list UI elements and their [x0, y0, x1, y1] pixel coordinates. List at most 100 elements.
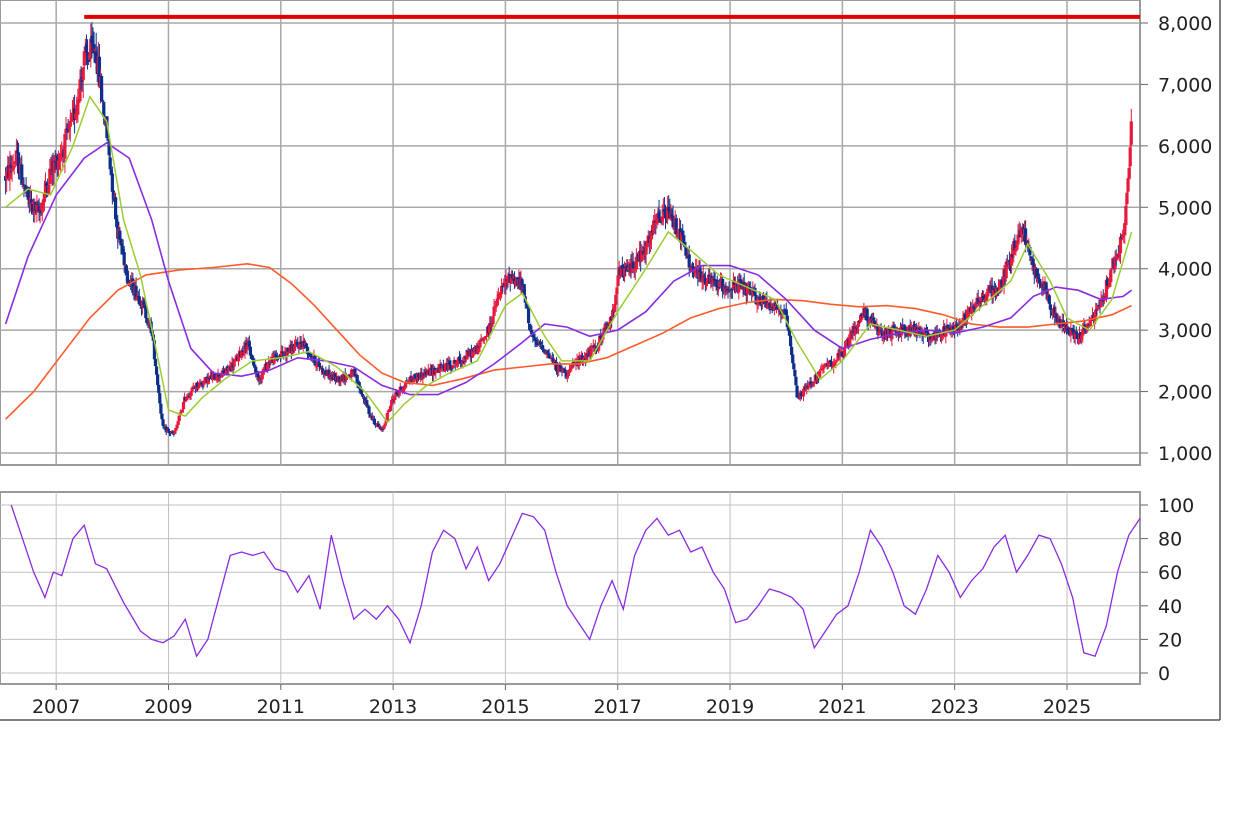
candle-down	[324, 370, 328, 375]
candle-down	[559, 365, 563, 368]
candle-up	[177, 415, 181, 421]
candle-up	[484, 335, 489, 337]
candle-up	[227, 367, 231, 372]
candle-down	[726, 288, 730, 291]
candle-down	[699, 271, 703, 282]
candle-down	[753, 290, 757, 296]
candle-down	[657, 211, 661, 219]
candle-down	[134, 285, 138, 299]
ma-mid-line	[4, 141, 1133, 396]
candle-up	[1129, 121, 1133, 145]
candle-up	[40, 203, 44, 213]
candle-up	[8, 163, 12, 180]
candle-down	[1105, 278, 1110, 286]
candle-down	[137, 296, 141, 305]
candle-up	[807, 384, 811, 387]
osc-y-tick-label: 80	[1158, 529, 1182, 551]
candle-up	[849, 331, 853, 336]
candle-down	[118, 230, 122, 240]
candle-down	[840, 351, 844, 357]
candle-down	[747, 286, 752, 288]
candle-up	[766, 303, 770, 309]
candle-up	[211, 375, 215, 380]
candle-up	[781, 310, 785, 315]
candle-up	[69, 116, 73, 121]
candle-up	[70, 112, 75, 118]
candle-down	[1013, 240, 1017, 251]
candle-up	[661, 209, 665, 216]
candle-down	[762, 295, 766, 301]
candle-up	[82, 51, 86, 66]
candle-down	[416, 374, 421, 378]
candle-up	[35, 204, 39, 211]
candle-down	[978, 301, 982, 303]
candle-up	[645, 240, 649, 248]
candle-down	[1038, 279, 1042, 284]
candle-up	[974, 301, 978, 308]
candle-down	[90, 35, 94, 43]
candle-down	[248, 346, 252, 356]
candle-up	[504, 277, 508, 288]
candle-up	[1004, 261, 1008, 279]
candle-down	[674, 218, 678, 235]
candle-down	[542, 348, 546, 353]
candle-up	[619, 265, 623, 277]
candle-up	[801, 388, 806, 397]
candle-up	[878, 329, 882, 331]
oscillator-panel: 100 80 60 40 20 0	[0, 491, 1194, 685]
candle-down	[144, 307, 148, 319]
candle-down	[91, 39, 95, 46]
candle-up	[492, 306, 496, 317]
candle-up	[731, 281, 736, 290]
candle-up	[490, 324, 494, 327]
candle-down	[106, 139, 110, 141]
candle-up	[77, 101, 81, 103]
candle-up	[511, 277, 516, 279]
candle-down	[20, 164, 24, 185]
candle-down	[413, 373, 417, 379]
candle-down	[161, 419, 165, 426]
candle-up	[173, 430, 177, 434]
candle-down	[1070, 328, 1074, 330]
candle-up	[206, 377, 210, 384]
x-tick-label: 2025	[1043, 696, 1091, 718]
candle-down	[535, 342, 539, 345]
candle-down	[274, 355, 278, 358]
x-tick-label: 2013	[369, 696, 417, 718]
candle-up	[700, 279, 704, 282]
candle-up	[21, 185, 25, 187]
candle-down	[529, 325, 533, 330]
candle-up	[780, 314, 784, 317]
price-y-tick-label: 7,000	[1158, 74, 1212, 96]
candle-up	[509, 275, 513, 284]
candle-up	[434, 370, 438, 373]
candle-down	[554, 362, 559, 372]
candle-up	[821, 367, 825, 370]
candle-up	[565, 375, 569, 377]
candle-down	[107, 142, 111, 156]
candle-down	[841, 356, 845, 358]
candle-up	[745, 287, 750, 295]
candle-down	[102, 102, 106, 117]
candle-down	[558, 364, 562, 366]
candle-down	[1044, 282, 1048, 290]
candle-down	[92, 44, 96, 54]
candle-down	[152, 340, 157, 360]
candle-up	[648, 237, 652, 245]
candle-up	[1076, 339, 1081, 341]
candle-down	[973, 307, 977, 310]
candle-down	[462, 360, 466, 363]
candle-up	[999, 279, 1003, 282]
candle-down	[501, 286, 505, 288]
candle-up	[1108, 281, 1112, 287]
candle-up	[833, 362, 837, 365]
candle-up	[970, 307, 974, 314]
candle-down	[273, 354, 277, 356]
candle-up	[52, 159, 56, 173]
candle-up	[751, 290, 755, 297]
ma-long-line	[5, 262, 1132, 420]
candle-up	[848, 334, 852, 346]
candle-up	[190, 388, 194, 392]
candle-down	[281, 351, 285, 354]
candle-down	[754, 294, 758, 305]
